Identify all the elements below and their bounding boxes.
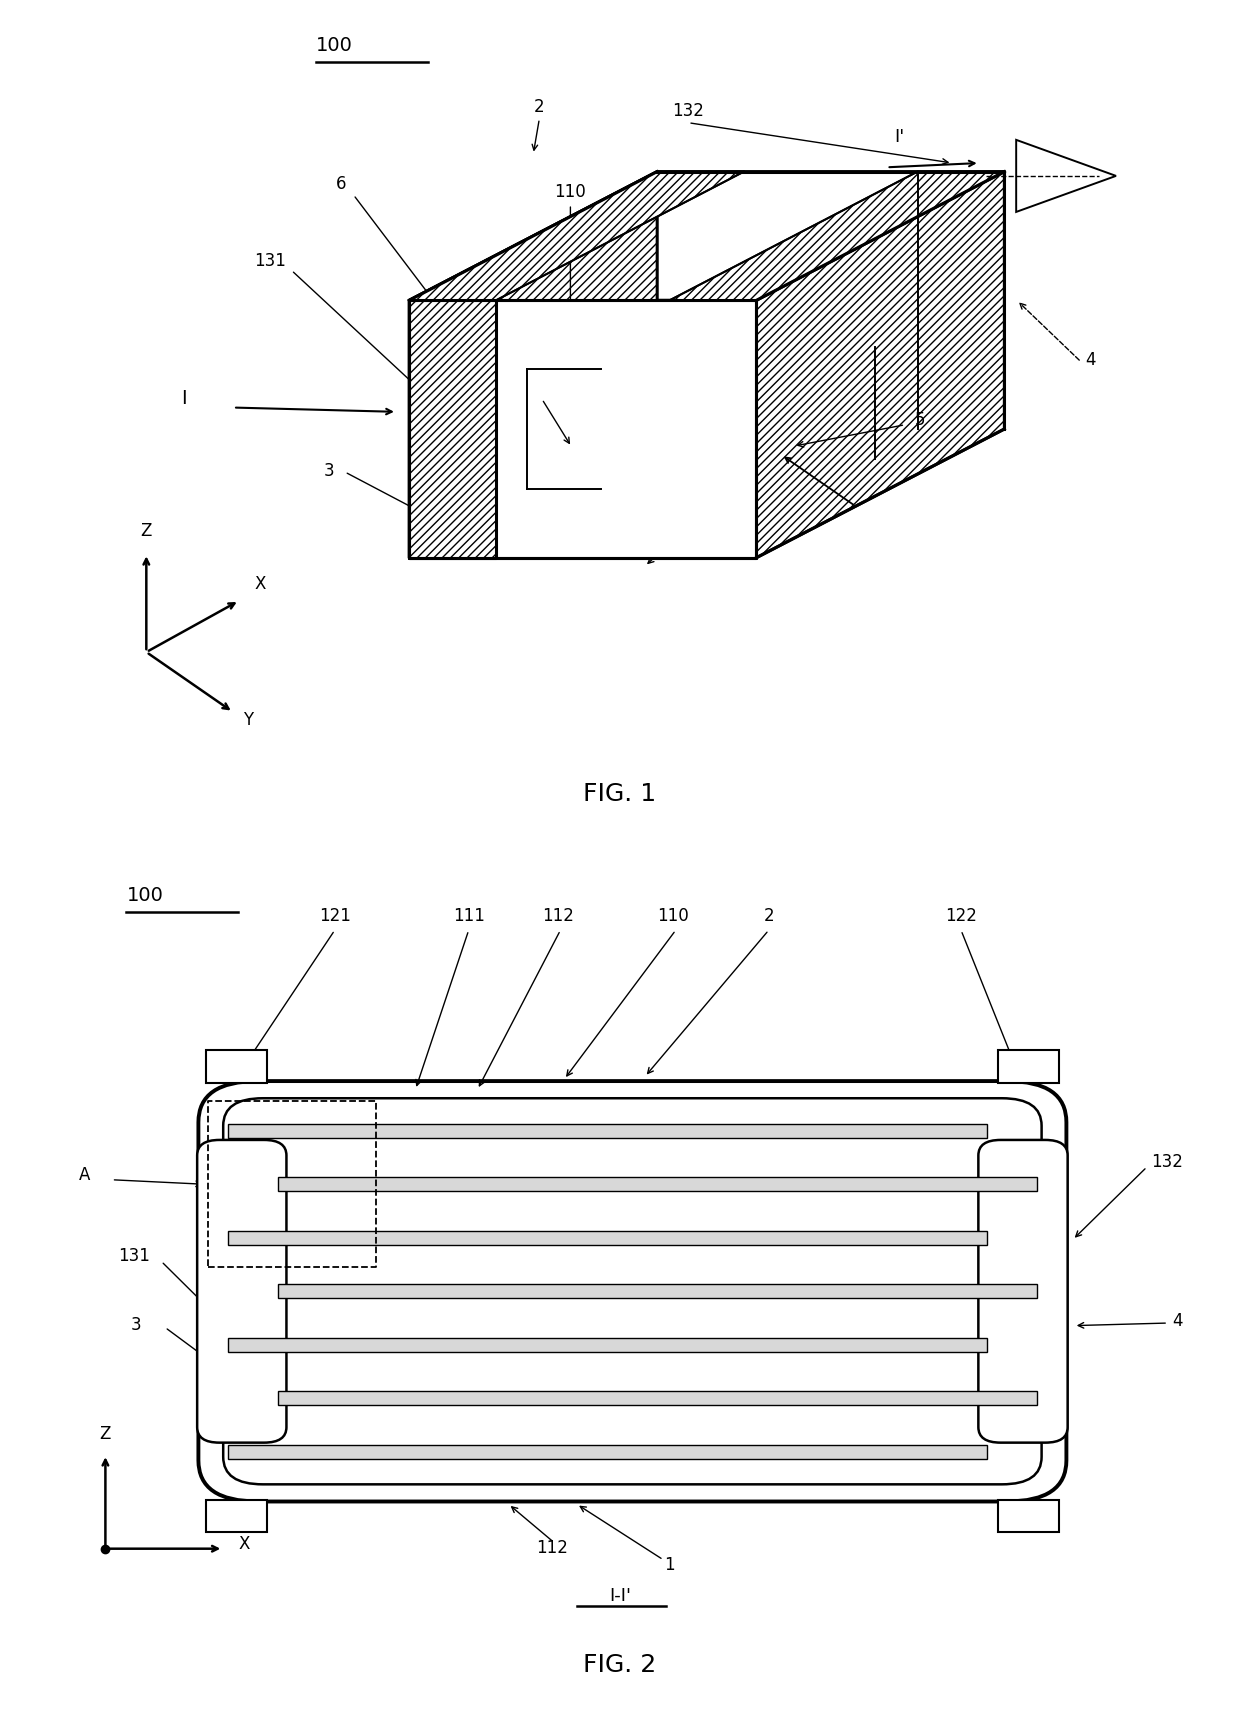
Text: I: I [181,390,186,408]
Bar [278,1284,1037,1299]
Text: 110: 110 [554,184,587,201]
Text: X: X [254,575,267,594]
Polygon shape [756,172,1004,558]
Polygon shape [409,172,1004,300]
Text: Z: Z [99,1424,112,1443]
Text: 131: 131 [254,252,286,269]
Bar [998,1500,1059,1532]
Text: 122: 122 [945,906,977,925]
Polygon shape [670,172,1004,300]
Text: 4: 4 [1085,350,1095,369]
Text: Z: Z [140,522,153,541]
Text: 2: 2 [764,906,774,925]
Bar [228,1445,987,1459]
Polygon shape [409,300,756,558]
Text: 6: 6 [336,175,346,192]
Text: 112: 112 [536,1539,568,1556]
Text: Y: Y [243,710,253,729]
Text: 3: 3 [131,1316,141,1333]
Text: 4: 4 [1172,1311,1182,1330]
Text: 131: 131 [118,1248,150,1265]
Text: FIG. 2: FIG. 2 [583,1653,657,1677]
Text: 2: 2 [534,98,544,115]
Text: 3: 3 [324,462,334,480]
Bar [228,1230,987,1244]
Text: I-I': I-I' [609,1587,631,1604]
Bar [998,1050,1059,1083]
Text: 132: 132 [672,101,704,120]
Text: 111: 111 [453,906,485,925]
Text: 112: 112 [542,906,574,925]
Polygon shape [409,172,657,558]
Text: 121: 121 [319,906,351,925]
Text: 1: 1 [665,1556,675,1574]
Text: A: A [78,1165,91,1184]
Bar [228,1338,987,1352]
Bar [206,1050,267,1083]
Text: X: X [238,1534,250,1553]
Polygon shape [1017,139,1116,211]
Text: 100: 100 [126,885,164,904]
FancyBboxPatch shape [978,1139,1068,1443]
Text: 5: 5 [915,410,925,429]
Bar [206,1500,267,1532]
FancyBboxPatch shape [223,1098,1042,1484]
Text: FIG. 1: FIG. 1 [584,782,656,805]
Text: 1: 1 [671,544,681,561]
Text: 100: 100 [316,36,353,55]
Bar [228,1124,987,1138]
Text: I': I' [894,129,904,146]
Bar [278,1392,1037,1405]
Polygon shape [409,300,496,558]
Polygon shape [409,172,744,300]
FancyBboxPatch shape [198,1081,1066,1502]
Bar [278,1177,1037,1191]
Text: 132: 132 [1151,1153,1183,1170]
Text: 110: 110 [657,906,689,925]
FancyBboxPatch shape [197,1139,286,1443]
